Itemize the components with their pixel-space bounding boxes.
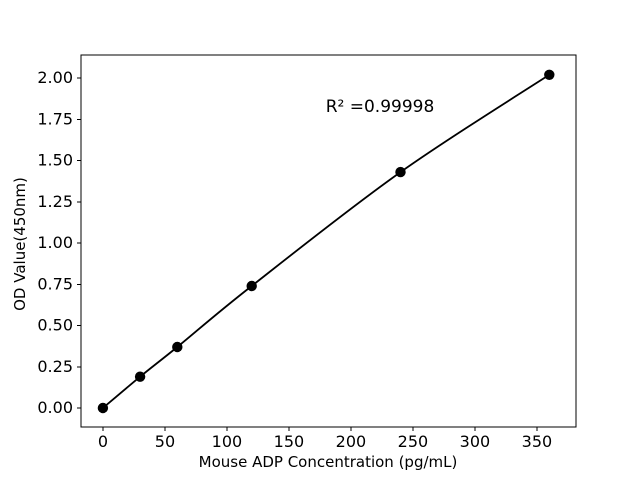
x-axis-label: Mouse ADP Concentration (pg/mL) — [199, 453, 458, 471]
data-point — [395, 166, 406, 178]
plot-area: 0 50 100 150 200 250 300 350 0.00 0.25 0.50 0.75 1.0… — [37, 54, 577, 451]
data-point — [97, 402, 109, 414]
x-tick-label: 50 — [155, 432, 175, 451]
y-tick-label: 1.75 — [37, 109, 73, 128]
y-axis-label: OD Value(450nm) — [11, 177, 29, 311]
x-tick-label: 300 — [460, 432, 491, 451]
x-tick-label: 350 — [522, 432, 553, 451]
data-point — [134, 371, 146, 382]
fit-curve — [102, 73, 551, 409]
y-tick-label: 1.50 — [37, 151, 73, 170]
y-tick-label: 0.75 — [37, 274, 73, 293]
x-tick-label: 0 — [98, 432, 108, 451]
y-tick-label: 0.00 — [37, 398, 73, 417]
data-point — [172, 341, 183, 353]
y-tick-label: 0.25 — [37, 357, 73, 376]
y-tick-label: 0.50 — [37, 316, 73, 335]
x-tick-label: 150 — [274, 432, 305, 451]
data-point — [544, 69, 555, 81]
x-tick-label: 250 — [398, 432, 429, 451]
plot-frame — [80, 54, 577, 428]
x-tick-label: 100 — [212, 432, 243, 451]
y-tick-label: 1.00 — [37, 233, 73, 252]
y-tick-label: 1.25 — [37, 192, 73, 211]
x-tick-label: 200 — [336, 432, 367, 451]
data-point — [246, 280, 257, 292]
y-tick-label: 2.00 — [37, 68, 73, 87]
r-squared-annotation: R² =0.99998 — [326, 97, 435, 117]
